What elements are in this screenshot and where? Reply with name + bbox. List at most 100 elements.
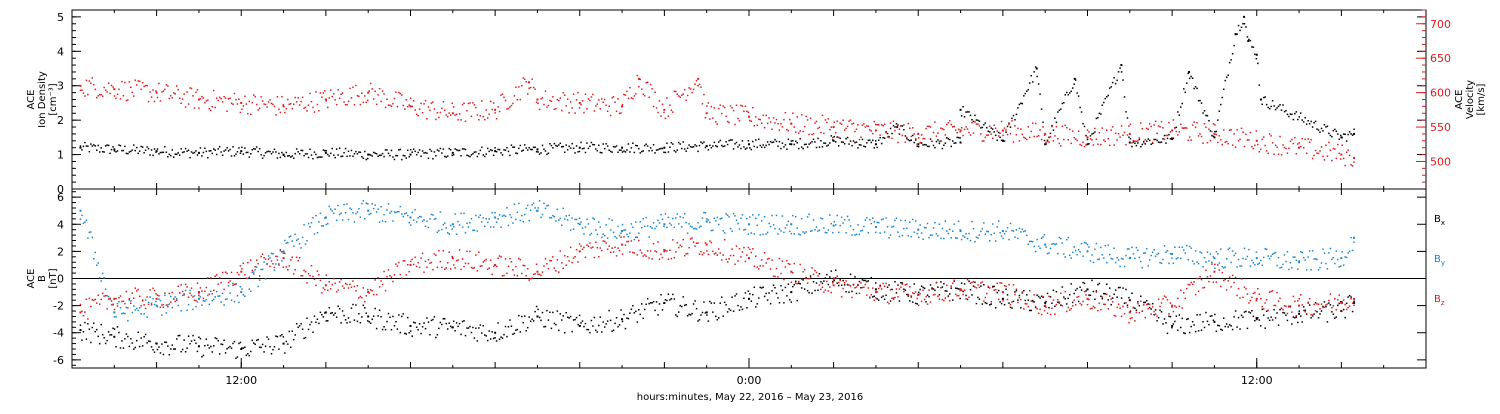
data-point <box>639 249 642 251</box>
data-point <box>1080 242 1083 245</box>
data-point <box>752 248 754 250</box>
data-point <box>937 235 939 237</box>
data-point <box>529 209 532 211</box>
data-point <box>1350 296 1352 298</box>
data-point <box>1006 294 1009 296</box>
data-point <box>500 94 502 96</box>
data-point <box>1217 253 1219 255</box>
data-point <box>290 346 292 349</box>
data-point <box>966 128 969 130</box>
data-point <box>1297 143 1299 145</box>
data-point <box>217 99 219 102</box>
data-point <box>1222 129 1225 131</box>
data-point <box>109 297 111 300</box>
data-point <box>901 125 904 127</box>
data-point <box>232 146 234 148</box>
data-point <box>840 216 843 219</box>
data-point <box>1257 288 1259 290</box>
data-point <box>932 144 935 147</box>
data-point <box>877 299 880 301</box>
data-point <box>1193 87 1195 90</box>
data-point <box>252 273 255 275</box>
data-point <box>640 252 643 254</box>
data-point <box>603 240 606 243</box>
data-point <box>863 286 865 288</box>
data-point <box>1178 114 1181 116</box>
data-point <box>432 268 434 271</box>
data-point <box>752 214 754 216</box>
data-point <box>1218 110 1221 112</box>
data-point <box>1028 309 1031 312</box>
data-point <box>673 298 676 300</box>
data-point <box>177 152 179 154</box>
data-point <box>709 144 711 147</box>
data-point <box>827 229 830 231</box>
data-point <box>956 136 958 139</box>
data-point <box>1211 315 1213 317</box>
data-point <box>402 215 405 218</box>
data-point <box>926 125 929 128</box>
data-point <box>898 133 901 135</box>
data-point <box>481 265 483 267</box>
data-point <box>949 119 951 122</box>
data-point <box>914 291 917 293</box>
data-point <box>704 242 707 244</box>
data-point <box>698 319 701 321</box>
data-point <box>1316 303 1318 305</box>
data-point <box>874 140 877 142</box>
data-point <box>1104 293 1107 295</box>
data-point <box>1197 290 1200 293</box>
data-point <box>387 269 390 271</box>
data-point <box>1265 103 1268 106</box>
data-point <box>685 99 687 102</box>
data-point <box>1234 252 1237 255</box>
data-point <box>292 157 295 160</box>
data-point <box>217 295 219 297</box>
data-point <box>304 243 307 245</box>
data-point <box>640 150 643 153</box>
data-point <box>161 314 163 316</box>
data-point <box>874 231 877 234</box>
data-point <box>491 273 493 276</box>
data-point <box>1151 141 1154 144</box>
data-point <box>872 287 874 289</box>
data-point <box>589 99 591 102</box>
data-point <box>140 313 142 315</box>
data-point <box>356 320 359 323</box>
data-point <box>106 91 108 93</box>
data-point <box>1129 256 1132 259</box>
data-point <box>1143 252 1145 254</box>
data-point <box>347 150 350 153</box>
data-point <box>300 149 302 152</box>
data-point <box>698 226 701 228</box>
data-point <box>786 295 788 297</box>
data-point <box>901 282 904 284</box>
data-point <box>876 291 878 293</box>
data-point <box>159 306 162 309</box>
data-point <box>1311 315 1314 317</box>
data-point <box>1163 295 1166 297</box>
data-point <box>235 357 237 360</box>
data-point <box>571 217 573 219</box>
data-point <box>766 258 769 260</box>
data-point <box>800 114 803 116</box>
data-point <box>202 354 205 357</box>
data-point <box>282 250 285 253</box>
data-point <box>968 280 970 283</box>
data-point <box>439 260 442 263</box>
data-point <box>1040 237 1043 240</box>
data-point <box>1140 145 1142 148</box>
data-point <box>338 213 341 216</box>
data-point <box>1162 323 1164 325</box>
data-point <box>635 310 637 313</box>
data-point <box>827 290 830 292</box>
data-point <box>1206 276 1209 278</box>
data-point <box>451 228 453 230</box>
data-point <box>898 288 901 290</box>
data-point <box>273 269 276 271</box>
data-point <box>97 144 99 147</box>
data-point <box>1148 139 1151 142</box>
data-point <box>372 293 375 296</box>
data-point <box>1313 258 1315 260</box>
bottom-series-x <box>79 269 1356 360</box>
